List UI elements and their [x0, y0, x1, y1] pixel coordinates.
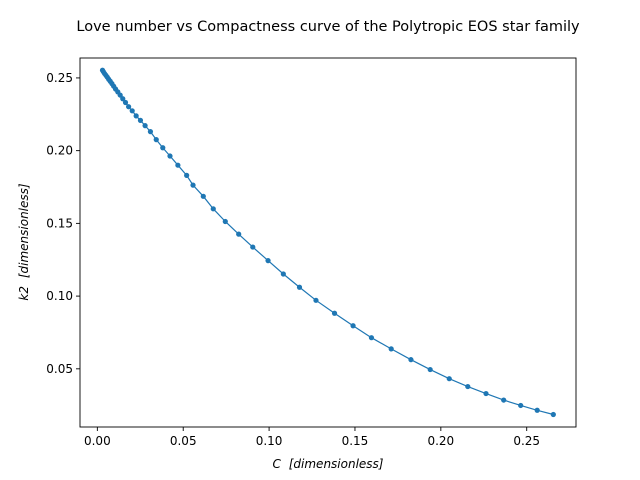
data-point — [280, 271, 286, 277]
x-axis-label-symbol: C — [273, 457, 282, 471]
y-tick-label: 0.05 — [46, 362, 73, 376]
data-point — [501, 397, 507, 403]
data-point — [236, 231, 242, 237]
data-point — [120, 96, 126, 102]
data-point — [465, 383, 471, 390]
data-point — [117, 92, 123, 98]
data-point — [388, 346, 394, 352]
data-point — [122, 99, 129, 106]
data-point — [175, 162, 181, 168]
data-point — [446, 376, 452, 382]
plot-area — [79, 57, 577, 428]
data-point — [190, 182, 196, 188]
x-tick-label: 0.00 — [84, 434, 111, 448]
chart-title: Love number vs Compactness curve of the … — [76, 19, 580, 35]
data-point — [368, 335, 375, 341]
x-axis-label-unit: [dimensionless] — [289, 457, 384, 471]
y-tick-label: 0.10 — [46, 289, 73, 303]
data-point — [153, 137, 159, 143]
y-axis-label: k2 [dimensionless] — [17, 183, 31, 300]
data-point — [296, 284, 303, 290]
data-point — [331, 310, 338, 316]
x-tick-label: 0.15 — [342, 434, 369, 448]
x-axis-ticks: 0.00 0.05 0.10 0.15 0.20 0.25 — [84, 427, 540, 448]
data-point — [518, 402, 524, 409]
series-group — [99, 67, 556, 418]
data-point — [313, 297, 319, 303]
y-axis-label-symbol: k2 — [17, 286, 31, 301]
x-tick-label: 0.05 — [170, 434, 197, 448]
x-tick-label: 0.10 — [256, 434, 283, 448]
x-axis-label: C [dimensionless] — [273, 457, 384, 471]
data-point — [147, 129, 154, 135]
data-point — [210, 206, 216, 212]
y-tick-label: 0.20 — [46, 144, 73, 158]
data-point — [350, 323, 356, 329]
data-point — [550, 411, 556, 418]
data-point — [160, 145, 166, 151]
y-tick-label: 0.15 — [46, 216, 73, 230]
data-point — [126, 104, 132, 110]
x-tick-label: 0.20 — [427, 434, 454, 448]
y-axis-ticks: 0.05 0.10 0.15 0.20 0.25 — [46, 71, 80, 376]
data-point — [142, 123, 148, 129]
data-point — [265, 258, 271, 264]
data-point — [222, 218, 228, 225]
axes-frame — [79, 57, 577, 428]
data-point — [408, 357, 414, 363]
data-point — [427, 366, 433, 373]
data-point — [534, 407, 540, 413]
data-point — [167, 153, 173, 159]
y-tick-label: 0.25 — [46, 71, 73, 85]
data-point — [129, 108, 135, 114]
data-point — [200, 193, 206, 199]
data-point — [133, 113, 139, 119]
data-point — [483, 390, 489, 397]
data-point — [250, 244, 256, 250]
x-tick-label: 0.25 — [513, 434, 540, 448]
y-axis-label-unit: [dimensionless] — [17, 183, 31, 278]
data-point — [137, 117, 144, 123]
data-point — [184, 172, 190, 178]
